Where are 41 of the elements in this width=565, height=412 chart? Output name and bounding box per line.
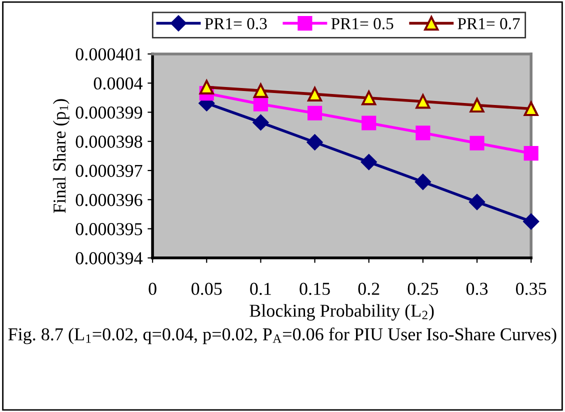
y-tick-label: 0.000399	[76, 106, 142, 119]
point	[360, 154, 377, 170]
point	[470, 98, 484, 113]
point	[306, 134, 323, 150]
point	[469, 194, 485, 210]
x-tick-label: 0.1	[250, 282, 271, 296]
point	[524, 146, 538, 161]
point	[307, 106, 322, 120]
y-tick-label: 0.000396	[76, 194, 142, 206]
legend-label: PR1= 0.3	[204, 18, 267, 30]
point	[524, 101, 538, 116]
x-tick-label: 0	[148, 282, 156, 295]
x-tick-label: 0.05	[192, 282, 222, 296]
x-tick-label: 0.2	[358, 282, 380, 296]
legend-label: PR1= 0.7	[458, 18, 520, 30]
y-tick-label: 0.000398	[76, 136, 142, 148]
point	[523, 214, 540, 230]
caption: Fig. 8.7 (L$_{1}$=0.02, q=0.04, p=0.02, P$_{A}$=0.06 for PIU User Iso-Share Curves)	[8, 328, 556, 344]
y-axis-title: Final Share (p$_{1}$)	[52, 99, 70, 214]
point	[199, 80, 214, 94]
x-tick-label: 0.35	[516, 282, 546, 296]
x-tick-label: 0.25	[408, 282, 438, 296]
x-axis-title: Blocking Probability (L$_{2}$)	[250, 304, 434, 321]
point	[253, 83, 268, 98]
point	[307, 86, 322, 102]
legend-label: PR1= 0.5	[331, 18, 394, 30]
point	[470, 136, 484, 150]
y-tick-label: 0.000401	[76, 48, 142, 60]
point	[252, 114, 269, 130]
x-tick-label: 0.15	[300, 282, 330, 296]
point	[253, 96, 268, 112]
point	[362, 90, 376, 106]
y-tick-label: 0.0004	[94, 77, 143, 90]
y-tick-label: 0.000395	[76, 223, 142, 236]
point	[415, 174, 431, 190]
y-tick-label: 0.000394	[76, 252, 143, 264]
point	[362, 116, 376, 130]
x-tick-label: 0.3	[466, 282, 488, 296]
point	[416, 126, 430, 140]
y-tick-label: 0.000397	[76, 164, 142, 178]
point	[416, 94, 430, 109]
